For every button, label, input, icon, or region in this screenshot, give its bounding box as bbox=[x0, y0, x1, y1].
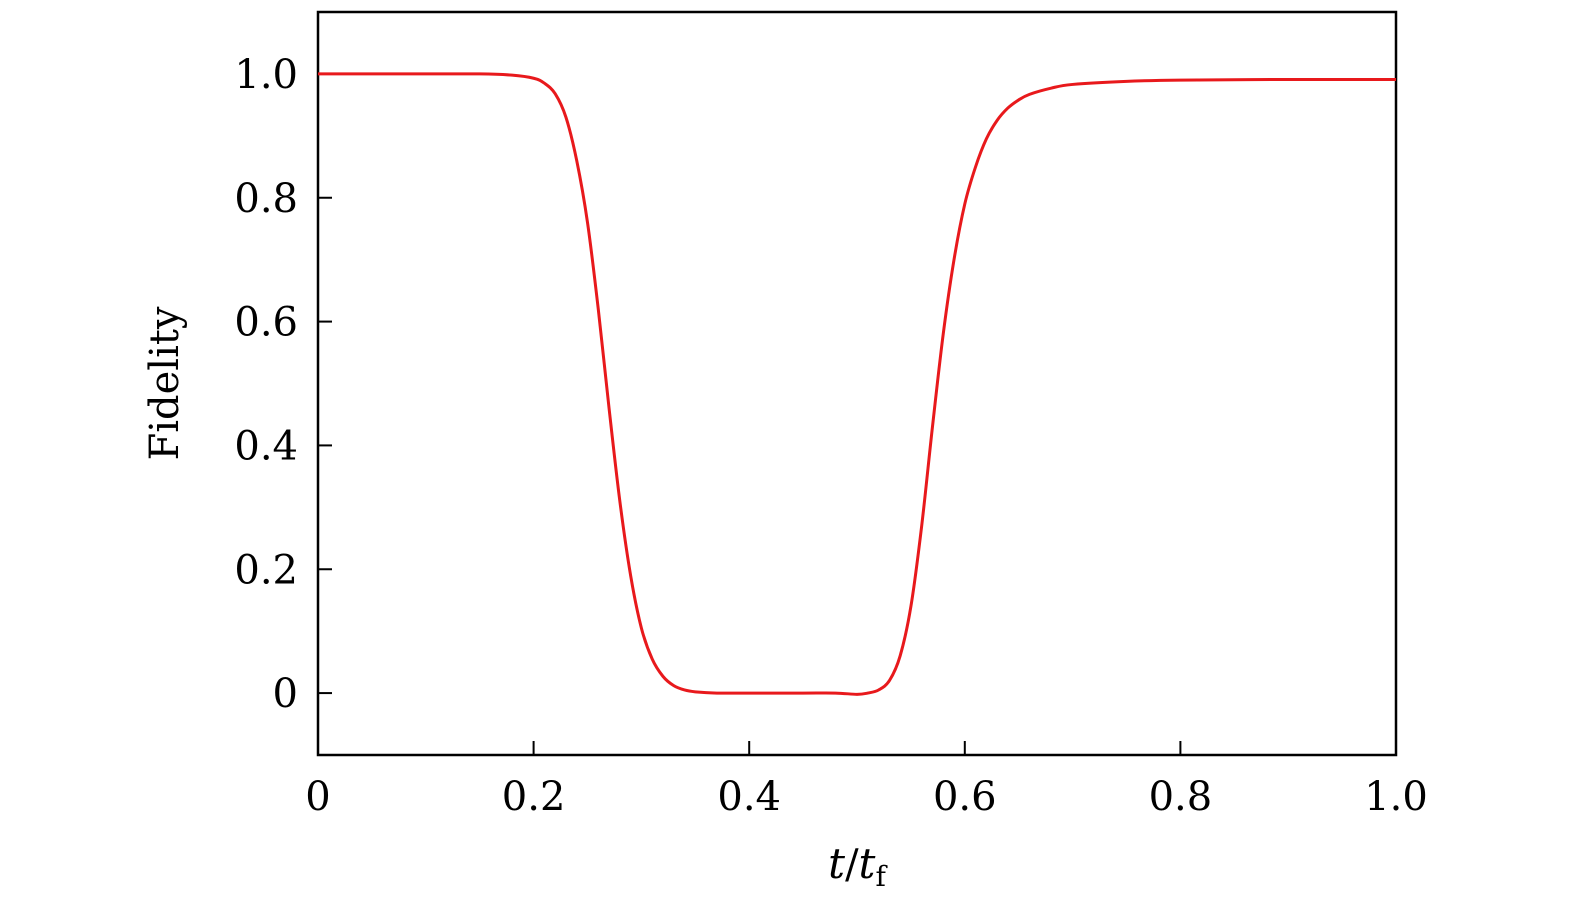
plot-frame bbox=[316, 10, 1398, 757]
y-tick-label: 1.0 bbox=[234, 52, 298, 98]
x-tick-label: 0.4 bbox=[717, 774, 781, 820]
x-tick-label: 0.6 bbox=[933, 774, 997, 820]
y-tick-label: 0.2 bbox=[234, 547, 298, 593]
y-axis-label: Fidelity bbox=[142, 306, 188, 460]
y-tick-label: 0.8 bbox=[234, 176, 298, 222]
y-tick-label: 0.6 bbox=[234, 300, 298, 346]
fidelity-series-line bbox=[317, 72, 1397, 696]
x-tick-label: 0.2 bbox=[502, 774, 566, 820]
x-axis-label-denom-var: t bbox=[859, 839, 876, 888]
y-tick-label: 0 bbox=[273, 671, 298, 717]
x-tick-label: 0 bbox=[305, 774, 330, 820]
x-axis-label-var: t bbox=[828, 839, 845, 888]
series-layer bbox=[317, 72, 1397, 696]
x-tick-label: 1.0 bbox=[1364, 774, 1428, 820]
y-tick-label: 0.4 bbox=[234, 423, 298, 469]
x-axis-label-denom-sub: f bbox=[875, 860, 888, 893]
x-axis-label-slash: / bbox=[845, 842, 859, 888]
x-axis-ticks: 0 0.2 0.4 0.6 0.8 1.0 bbox=[305, 741, 1428, 820]
y-axis-ticks: 0 0.2 0.4 0.6 0.8 1.0 bbox=[234, 52, 332, 717]
x-tick-label: 0.8 bbox=[1149, 774, 1213, 820]
plot-area bbox=[316, 10, 1398, 757]
x-axis-label: t/tf bbox=[828, 839, 888, 893]
